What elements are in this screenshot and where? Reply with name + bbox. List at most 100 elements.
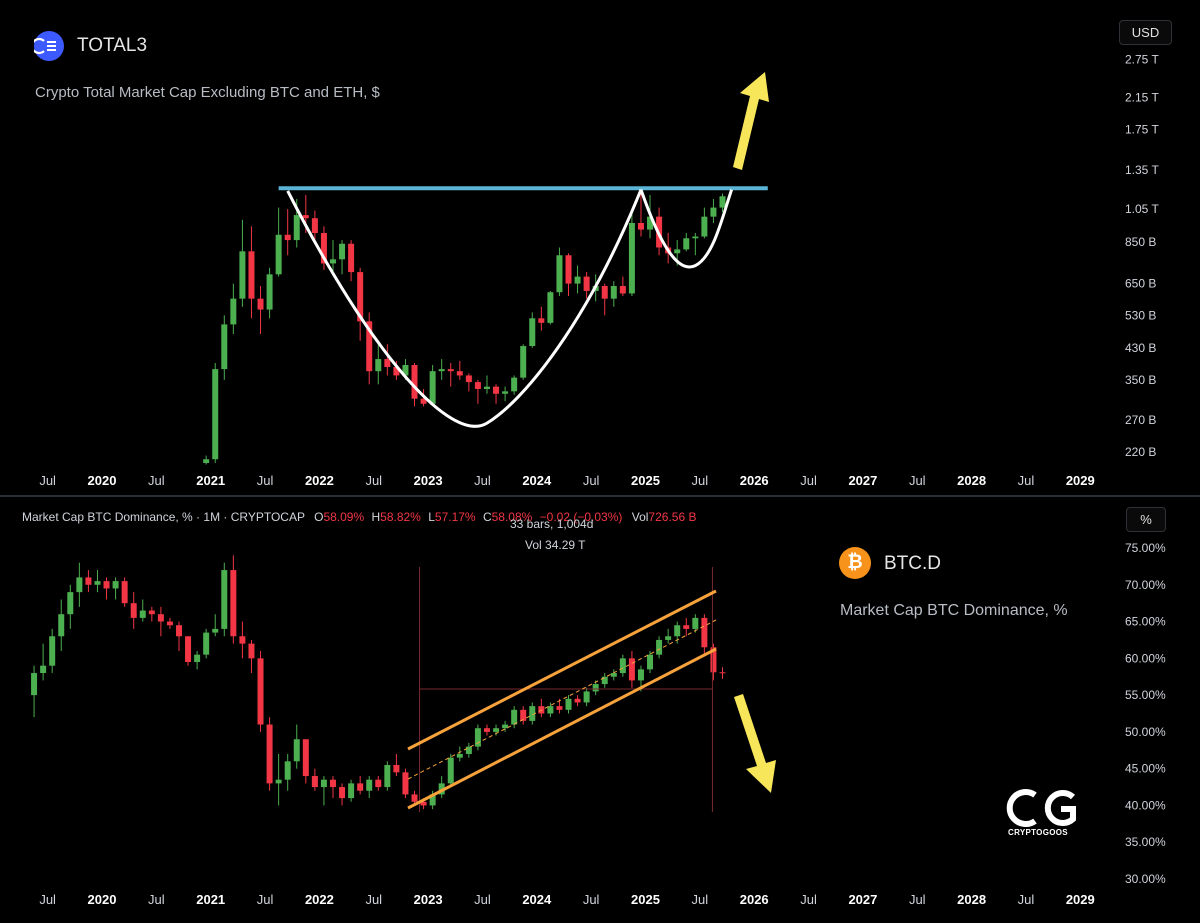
btcd-candle[interactable] bbox=[465, 746, 472, 754]
btcd-candle[interactable] bbox=[221, 570, 228, 629]
total3-candle[interactable] bbox=[311, 218, 318, 234]
btcd-candle[interactable] bbox=[230, 570, 237, 637]
total3-candle[interactable] bbox=[692, 236, 699, 239]
btcd-candle[interactable] bbox=[647, 654, 654, 670]
btcd-candle[interactable] bbox=[637, 669, 644, 681]
cup-curve[interactable] bbox=[286, 189, 643, 428]
total3-candle[interactable] bbox=[574, 276, 581, 284]
total3-candle[interactable] bbox=[366, 321, 373, 372]
channel-lower-line[interactable] bbox=[407, 647, 717, 810]
total3-price-axis[interactable]: 2.75 T 2.15 T 1.75 T 1.35 T 1.05 T 850 B 650 B… bbox=[1125, 52, 1159, 459]
btcd-candle[interactable] bbox=[366, 779, 373, 791]
total3-candle[interactable] bbox=[320, 233, 327, 264]
currency-selector-button[interactable]: USD bbox=[1119, 20, 1172, 45]
total3-candle[interactable] bbox=[429, 371, 436, 404]
total3-candle[interactable] bbox=[520, 346, 527, 378]
total3-candle[interactable] bbox=[474, 382, 481, 389]
total3-candle[interactable] bbox=[529, 318, 536, 347]
btcd-candle[interactable] bbox=[547, 706, 554, 714]
total3-candle[interactable] bbox=[348, 243, 355, 273]
total3-candle[interactable] bbox=[384, 359, 391, 368]
btcd-candle[interactable] bbox=[320, 779, 327, 788]
btcd-candle[interactable] bbox=[710, 647, 717, 673]
btcd-candle[interactable] bbox=[719, 672, 726, 674]
btcd-candle[interactable] bbox=[574, 698, 581, 703]
btcd-candle[interactable] bbox=[456, 753, 463, 758]
btcd-candle[interactable] bbox=[429, 794, 436, 806]
total3-candle[interactable] bbox=[293, 215, 300, 241]
total3-candle[interactable] bbox=[710, 207, 717, 217]
total3-candle[interactable] bbox=[284, 234, 291, 241]
total3-candle[interactable] bbox=[402, 365, 409, 376]
btcd-candle[interactable] bbox=[239, 636, 246, 644]
btcd-candle[interactable] bbox=[402, 772, 409, 795]
btcd-candle[interactable] bbox=[619, 658, 626, 674]
total3-candle[interactable] bbox=[438, 369, 445, 372]
btcd-candle[interactable] bbox=[447, 757, 454, 784]
total3-candle[interactable] bbox=[565, 255, 572, 284]
btcd-candle[interactable] bbox=[610, 673, 617, 677]
total3-candle[interactable] bbox=[465, 375, 472, 383]
btcd-candle[interactable] bbox=[148, 610, 155, 615]
btcd-candle[interactable] bbox=[194, 654, 201, 663]
btcd-candle[interactable] bbox=[266, 724, 273, 784]
total3-candle[interactable] bbox=[719, 196, 726, 208]
total3-candle[interactable] bbox=[221, 324, 228, 370]
channel-upper-line[interactable] bbox=[407, 589, 717, 751]
btcd-candle[interactable] bbox=[284, 761, 291, 780]
btcd-candle[interactable] bbox=[67, 592, 74, 615]
btcd-candle[interactable] bbox=[329, 779, 336, 788]
btcd-price-axis[interactable]: 75.00% 70.00% 65.00% 60.00% 55.00% 50.00% 45.0… bbox=[1125, 541, 1166, 886]
total3-candle[interactable] bbox=[511, 377, 518, 392]
btcd-candle[interactable] bbox=[121, 581, 128, 604]
btcd-candle[interactable] bbox=[139, 610, 146, 618]
total3-candle[interactable] bbox=[203, 459, 210, 463]
btcd-candle[interactable] bbox=[420, 801, 427, 806]
total3-candle[interactable] bbox=[393, 367, 400, 376]
btcd-candle[interactable] bbox=[393, 764, 400, 773]
btcd-candle[interactable] bbox=[493, 728, 500, 732]
btcd-candle[interactable] bbox=[212, 628, 219, 633]
total3-candle[interactable] bbox=[357, 272, 364, 322]
total3-candle[interactable] bbox=[329, 259, 336, 264]
total3-candle[interactable] bbox=[502, 391, 509, 394]
btcd-candle[interactable] bbox=[701, 617, 708, 648]
btcd-candle[interactable] bbox=[592, 684, 599, 692]
btcd-candle[interactable] bbox=[628, 658, 635, 681]
btcd-candle[interactable] bbox=[411, 794, 418, 802]
btcd-candle[interactable] bbox=[293, 739, 300, 762]
btcd-candle[interactable] bbox=[438, 783, 445, 795]
total3-candle[interactable] bbox=[411, 365, 418, 399]
btcd-candle[interactable] bbox=[665, 636, 672, 640]
btcd-time-axis[interactable]: Jul 2020 Jul 2021 Jul 2022 Jul 2023 Jul 2024 Jul 20… bbox=[39, 892, 1094, 907]
btcd-candle[interactable] bbox=[692, 617, 699, 629]
btcd-candle[interactable] bbox=[103, 581, 110, 589]
scale-percent-button[interactable]: % bbox=[1126, 507, 1166, 532]
total3-candle[interactable] bbox=[619, 286, 626, 294]
total3-candle[interactable] bbox=[456, 371, 463, 376]
btcd-candle[interactable] bbox=[556, 706, 563, 710]
total3-candle[interactable] bbox=[701, 216, 708, 237]
btcd-candle[interactable] bbox=[339, 787, 346, 799]
btcd-candle[interactable] bbox=[175, 625, 182, 637]
total3-candle[interactable] bbox=[556, 255, 563, 293]
total3-candle[interactable] bbox=[447, 369, 454, 372]
btcd-candle[interactable] bbox=[565, 698, 572, 710]
btcd-candle[interactable] bbox=[157, 614, 164, 622]
btcd-candle[interactable] bbox=[49, 636, 56, 666]
btcd-candle[interactable] bbox=[185, 636, 192, 663]
btcd-candle[interactable] bbox=[31, 673, 38, 696]
btcd-candle[interactable] bbox=[166, 621, 173, 626]
total3-candle[interactable] bbox=[257, 298, 264, 310]
total3-candle[interactable] bbox=[420, 398, 427, 404]
btcd-candle[interactable] bbox=[130, 603, 137, 618]
btcd-candle[interactable] bbox=[275, 779, 282, 784]
total3-candle[interactable] bbox=[647, 216, 654, 230]
total3-candle[interactable] bbox=[339, 243, 346, 260]
total3-candle[interactable] bbox=[275, 234, 282, 275]
btcd-candle[interactable] bbox=[529, 706, 536, 721]
total3-candle[interactable] bbox=[601, 286, 608, 299]
total3-candle[interactable] bbox=[538, 318, 545, 323]
btcd-candle[interactable] bbox=[583, 691, 590, 703]
